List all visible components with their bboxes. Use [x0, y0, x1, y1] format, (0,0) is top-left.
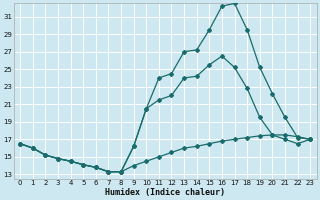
X-axis label: Humidex (Indice chaleur): Humidex (Indice chaleur) — [105, 188, 225, 197]
